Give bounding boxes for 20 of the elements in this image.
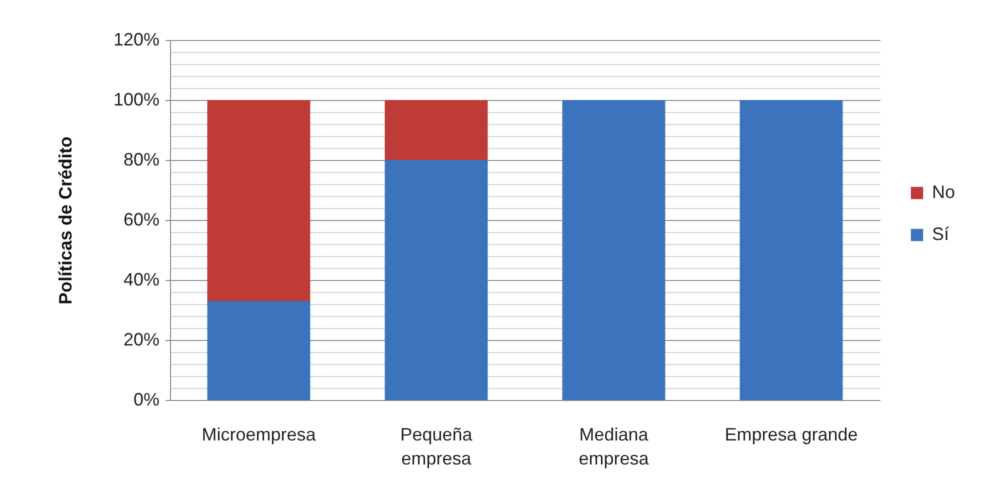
y-tick-label: 20% [123, 330, 160, 350]
y-tick-label: 40% [123, 270, 160, 290]
y-tick-label: 120% [113, 30, 160, 50]
bar [562, 100, 666, 400]
y-tick-label: 80% [123, 150, 160, 170]
y-tick-label: 100% [113, 90, 160, 110]
x-tick-label: Microempresa [202, 424, 317, 444]
bar [384, 100, 488, 160]
bar [740, 100, 843, 400]
legend-label: No [932, 182, 956, 202]
x-tick-label: Empresa grande [724, 424, 858, 444]
bar [207, 100, 310, 301]
legend-label: Sí [932, 224, 950, 244]
y-tick-label: 0% [133, 390, 160, 410]
x-tick-label: Pequeña empresa [400, 424, 474, 468]
y-axis-title: Políticas de Crédito [55, 136, 76, 305]
x-tick-label: Mediana empresa [578, 424, 650, 468]
bar [207, 301, 310, 400]
bar [384, 160, 488, 400]
y-tick-label: 60% [123, 210, 160, 230]
